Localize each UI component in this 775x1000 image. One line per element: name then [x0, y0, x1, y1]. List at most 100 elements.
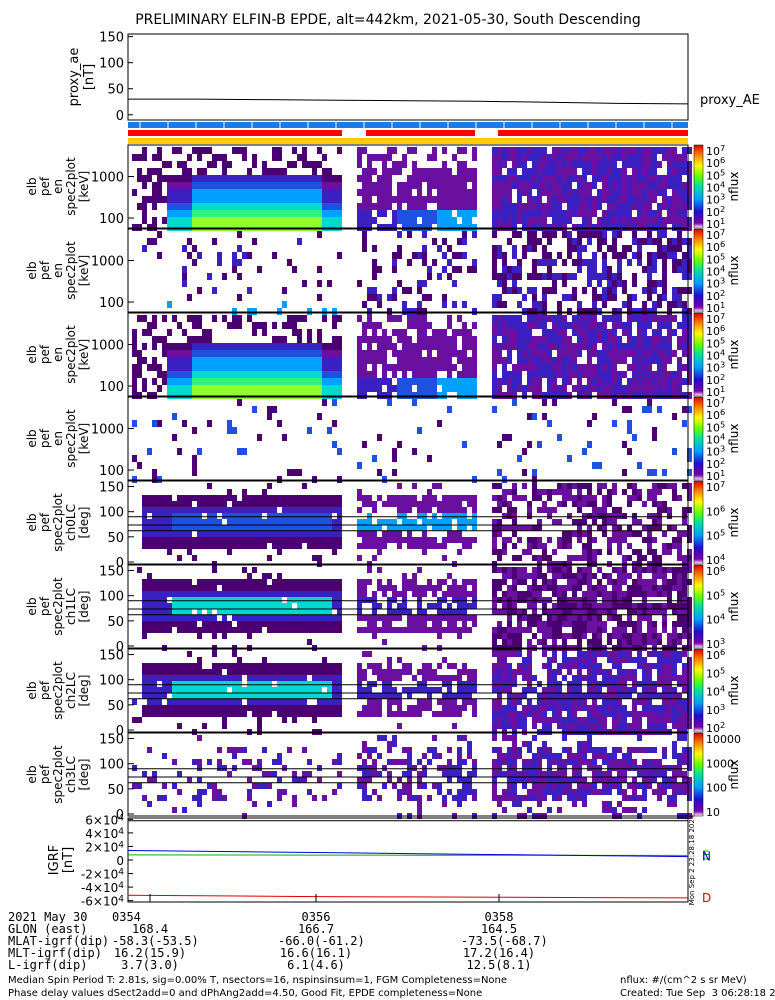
heatmap-cell: [467, 591, 472, 597]
heatmap-cell: [592, 301, 597, 308]
heatmap-cell: [217, 495, 222, 501]
heatmap-cell: [652, 329, 657, 336]
heatmap-cell: [652, 182, 657, 189]
heatmap-cell: [542, 501, 547, 507]
heatmap-cell: [357, 525, 362, 531]
heatmap-cell: [507, 357, 512, 364]
heatmap-cell: [612, 513, 617, 519]
heatmap-cell: [657, 203, 662, 210]
heatmap-cell: [337, 705, 342, 711]
heatmap-cell: [452, 301, 457, 308]
heatmap-cell: [257, 597, 262, 603]
heatmap-cell: [657, 343, 662, 350]
heatmap-cell: [297, 693, 302, 699]
heatmap-cell: [637, 519, 642, 525]
heatmap-cell: [552, 280, 557, 287]
heatmap-cell: [152, 513, 157, 519]
heatmap-cell: [552, 154, 557, 161]
heatmap-cell: [432, 537, 437, 543]
heatmap-cell: [172, 525, 177, 531]
heatmap-cell: [192, 364, 197, 371]
heatmap-cell: [657, 217, 662, 224]
heatmap-cell: [217, 597, 222, 603]
heatmap-cell: [562, 603, 567, 609]
heatmap-cell: [227, 210, 232, 217]
heatmap-cell: [227, 537, 232, 543]
heatmap-cell: [392, 350, 397, 357]
heatmap-cell: [302, 519, 307, 525]
heatmap-cell: [247, 663, 252, 669]
heatmap-cell: [227, 603, 232, 609]
heatmap-cell: [592, 378, 597, 385]
heatmap-cell: [642, 189, 647, 196]
heatmap-cell: [287, 621, 292, 627]
heatmap-cell: [377, 301, 382, 308]
heatmap-cell: [437, 182, 442, 189]
heatmap-cell: [667, 203, 672, 210]
heatmap-cell: [587, 537, 592, 543]
heatmap-cell: [332, 343, 337, 350]
heatmap-cell: [162, 693, 167, 699]
heatmap-cell: [617, 585, 622, 591]
heatmap-cell: [422, 507, 427, 513]
heatmap-cell: [262, 543, 267, 549]
heatmap-cell: [222, 693, 227, 699]
heatmap-cell: [282, 615, 287, 621]
heatmap-cell: [522, 469, 527, 476]
heatmap-cell: [602, 507, 607, 513]
heatmap-cell: [652, 555, 657, 561]
heatmap-cell: [642, 147, 647, 154]
heatmap-cell: [322, 663, 327, 669]
heatmap-cell: [397, 252, 402, 259]
heatmap-cell: [147, 615, 152, 621]
heatmap-cell: [637, 161, 642, 168]
heatmap-cell: [222, 723, 227, 729]
heatmap-cell: [387, 687, 392, 693]
heatmap-cell: [307, 519, 312, 525]
heatmap-cell: [282, 371, 287, 378]
heatmap-cell: [332, 579, 337, 585]
heatmap-cell: [212, 175, 217, 182]
heatmap-cell: [202, 371, 207, 378]
heatmap-cell: [497, 161, 502, 168]
heatmap-cell: [387, 385, 392, 392]
heatmap-cell: [367, 203, 372, 210]
heatmap-cell: [617, 507, 622, 513]
heatmap-ytick-label: 50: [107, 531, 124, 546]
heatmap-cell: [217, 705, 222, 711]
heatmap-cell: [572, 350, 577, 357]
heatmap-cell: [167, 627, 172, 633]
heatmap-cell: [397, 627, 402, 633]
heatmap-cell: [462, 591, 467, 597]
heatmap-cell: [667, 357, 672, 364]
heatmap-cell: [382, 687, 387, 693]
heatmap-cell: [292, 189, 297, 196]
heatmap-cell: [677, 266, 682, 273]
heatmap-cell: [492, 217, 497, 224]
heatmap-cell: [317, 609, 322, 615]
colorbar-label: nflux: [727, 340, 741, 370]
heatmap-cell: [302, 280, 307, 287]
heatmap-cell: [572, 259, 577, 266]
heatmap-cell: [407, 147, 412, 154]
heatmap-cell: [167, 501, 172, 507]
heatmap-cell: [552, 273, 557, 280]
heatmap-cell: [427, 294, 432, 301]
heatmap-cell: [312, 597, 317, 603]
heatmap-cell: [217, 663, 222, 669]
heatmap-cell: [542, 371, 547, 378]
heatmap-cell: [462, 343, 467, 350]
heatmap-cell: [367, 287, 372, 294]
heatmap-cell: [497, 597, 502, 603]
heatmap-cell: [617, 175, 622, 182]
heatmap-cell: [592, 615, 597, 621]
heatmap-cell: [182, 329, 187, 336]
heatmap-cell: [597, 364, 602, 371]
heatmap-cell: [247, 705, 252, 711]
heatmap-cell: [527, 378, 532, 385]
heatmap-cell: [427, 385, 432, 392]
heatmap-cell: [407, 203, 412, 210]
heatmap-cell: [587, 231, 592, 238]
heatmap-cell: [547, 609, 552, 615]
heatmap-cell: [672, 639, 677, 645]
